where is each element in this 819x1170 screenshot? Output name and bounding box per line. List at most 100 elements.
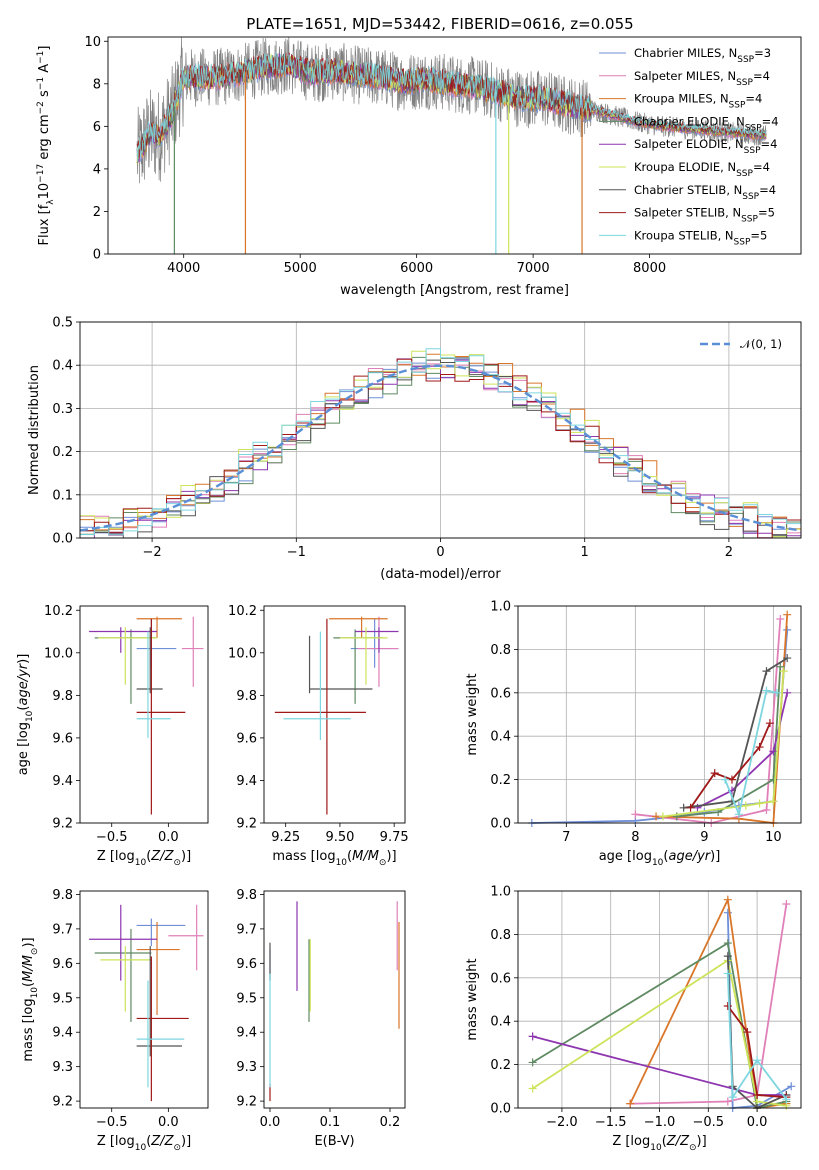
y-tick-label: 9.4: [52, 774, 73, 789]
y-tick-label: 9.8: [52, 689, 73, 704]
x-tick-label: −2: [143, 545, 162, 560]
massweight-marker-chabrier_elodie: [776, 662, 785, 671]
x-tick-label: 8000: [633, 261, 666, 276]
y-axis-label: mass [log10(M/M⊙)]: [21, 937, 40, 1061]
axes-frame: [263, 605, 406, 824]
y-tick-label: 9.7: [52, 922, 73, 937]
massweight-marker-kroupa_stelib: [723, 969, 732, 978]
massweight-line-salpeter_miles: [630, 903, 788, 1105]
spectrum-legend: Chabrier MILES, NSSP=3 Salpeter MILES, NS…: [599, 46, 779, 247]
y-tick-label: 0.0: [52, 532, 73, 547]
legend-label-kroupa_stelib: Kroupa STELIB, NSSP=5: [634, 228, 767, 247]
massweight-marker-kroupa_stelib: [721, 775, 730, 784]
y-tick-label: 0.2: [52, 445, 73, 460]
massweight-line-kroupa_miles: [629, 896, 787, 1110]
y-tick-label: 10.2: [228, 604, 257, 619]
massweight-marker-kroupa_miles: [626, 1099, 635, 1108]
massweight-marker-chabrier_elodie: [723, 939, 732, 948]
y-tick-label: 9.2: [52, 817, 73, 832]
massweight-marker-salpeter_stelib: [686, 803, 695, 812]
massweight-marker-kroupa_elodie: [658, 812, 667, 821]
x-tick-label: −0.5: [96, 830, 128, 845]
x-tick-label: −1: [287, 545, 306, 560]
massweight-marker-salpeter_miles: [776, 615, 785, 624]
x-tick-label: 0.0: [747, 1115, 768, 1130]
y-axis-label: mass weight: [465, 958, 480, 1040]
axes-frame: [79, 605, 209, 824]
y-tick-label: 0.5: [52, 316, 73, 331]
massweight-marker-salpeter_stelib: [727, 775, 736, 784]
legend-label-salpeter_miles: Salpeter MILES, NSSP=4: [634, 69, 770, 88]
x-tick-label: 0.0: [158, 830, 179, 845]
x-tick-label: 0.1: [320, 1115, 341, 1130]
axes-frame: [79, 890, 209, 1109]
legend-label-kroupa_elodie: Kroupa ELODIE, NSSP=4: [634, 160, 770, 179]
y-tick-label: 1.0: [490, 885, 511, 900]
massweight-line-kroupa_elodie: [532, 958, 787, 1107]
y-tick-label: 0.6: [490, 686, 511, 701]
massweight-marker-salpeter_stelib: [710, 769, 719, 778]
y-tick-label: 10.0: [228, 646, 257, 661]
x-tick-label: 4000: [167, 261, 200, 276]
y-tick-label: 9.8: [52, 888, 73, 903]
histogram-step-kroupa_stelib: [80, 348, 801, 536]
legend-label-salpeter_stelib: Salpeter STELIB, NSSP=5: [634, 206, 775, 225]
x-tick-label: −1.0: [644, 1115, 676, 1130]
legend-label-salpeter_elodie: Salpeter ELODIE, NSSP=4: [634, 137, 777, 156]
x-tick-label: 0.0: [158, 1115, 179, 1130]
axes-frame: [517, 890, 802, 1109]
x-tick-label: 7000: [517, 261, 550, 276]
x-tick-label: 8: [631, 830, 639, 845]
y-tick-label: 9.6: [236, 731, 257, 746]
x-tick-label: 9.25: [271, 830, 300, 845]
massweight-marker-kroupa_miles: [783, 610, 792, 619]
massweight-marker-chabrier_miles: [787, 1082, 796, 1091]
y-tick-label: 2: [93, 205, 101, 220]
y-tick-label: 0.1: [52, 488, 73, 503]
massweight-marker-salpeter_stelib: [755, 743, 764, 752]
x-tick-label: 0: [436, 545, 444, 560]
y-tick-label: 10: [84, 35, 101, 50]
y-tick-label: 9.4: [52, 1026, 73, 1041]
x-axis-label: (data-model)/error: [380, 567, 501, 582]
y-tick-label: 9.8: [236, 888, 257, 903]
age_vs_Z-panel: −0.5 0.0 9.2 9.4 9.6 9.8 10.0 10.2 Z [log10(Z/Z⊙…: [16, 604, 209, 868]
y-tick-label: 4: [93, 162, 101, 177]
legend-label-gauss: 𝒩(0, 1): [740, 337, 782, 351]
x-axis-label: wavelength [Angstrom, rest frame]: [340, 283, 569, 298]
massweight-marker-salpeter_elodie: [528, 1032, 537, 1041]
legend-label-kroupa_miles: Kroupa MILES, NSSP=4: [634, 92, 762, 111]
y-tick-label: 0.4: [52, 359, 73, 374]
y-tick-label: 8: [93, 77, 101, 92]
massweight-marker-salpeter_stelib: [765, 719, 774, 728]
massweight_vs_age-panel: 7 8 9 10 0.0 0.2 0.4 0.6 0.8 1.0 age [log10(age/yr…: [465, 600, 802, 868]
massweight-marker-salpeter_stelib: [723, 1002, 732, 1011]
massweight-marker-kroupa_stelib: [762, 686, 771, 695]
x-tick-label: 1: [581, 545, 589, 560]
x-tick-label: 7: [562, 830, 570, 845]
y-tick-label: 0: [93, 248, 101, 263]
y-axis-label: age [log10(age/yr)]: [16, 654, 35, 776]
x-tick-label: 9.50: [325, 830, 354, 845]
x-axis-label: Z [log10(Z/Z⊙)]: [97, 849, 191, 868]
massweight-marker-salpeter_miles: [762, 805, 771, 814]
y-axis-label: Normed distribution: [27, 365, 42, 495]
y-tick-label: 9.7: [236, 922, 257, 937]
y-axis-label: mass weight: [465, 673, 480, 755]
legend-label-chabrier_elodie: Chabrier ELODIE, NSSP=4: [634, 114, 779, 133]
y-tick-label: 9.4: [236, 1026, 257, 1041]
massweight-marker-chabrier_stelib: [723, 952, 732, 961]
massweight-marker-chabrier_stelib: [783, 654, 792, 663]
x-tick-label: 10: [765, 830, 782, 845]
x-axis-label: age [log10(age/yr)]: [599, 849, 721, 868]
massweight-marker-kroupa_elodie: [528, 1084, 537, 1093]
y-tick-label: 9.2: [236, 1095, 257, 1110]
gaussian-reference-line: [79, 364, 802, 532]
y-tick-label: 9.6: [52, 957, 73, 972]
massweight-marker-kroupa_elodie: [779, 667, 788, 676]
axes-frame: [517, 605, 802, 824]
x-tick-label: 6000: [400, 261, 433, 276]
y-tick-label: 0.6: [490, 971, 511, 986]
y-tick-label: 6: [93, 120, 101, 135]
